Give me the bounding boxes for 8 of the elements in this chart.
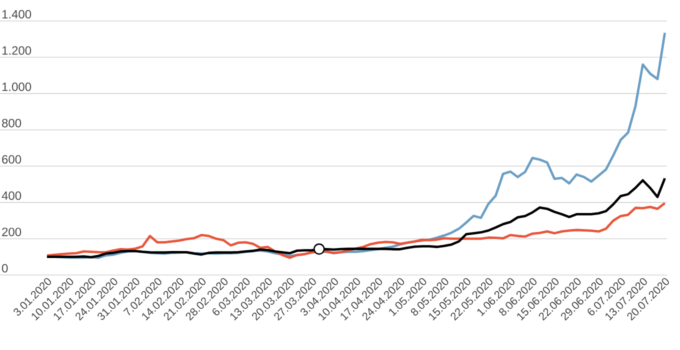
y-tick-label: 1.400 — [2, 10, 32, 18]
y-tick-label: 1.000 — [2, 82, 32, 92]
y-tick-label: 400 — [2, 191, 22, 200]
y-tick-label: 600 — [2, 155, 22, 164]
y-tick-label: 800 — [2, 118, 22, 128]
y-tick-label: 200 — [2, 228, 22, 236]
y-tick-label: 1.200 — [2, 46, 32, 55]
y-tick-label: 0 — [2, 264, 8, 272]
